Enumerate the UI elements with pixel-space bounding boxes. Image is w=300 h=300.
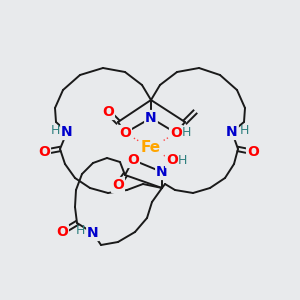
Text: N: N xyxy=(145,111,157,125)
Text: H: H xyxy=(239,124,249,137)
Text: O: O xyxy=(102,105,114,119)
Text: O: O xyxy=(127,153,139,167)
Text: O: O xyxy=(247,145,259,159)
Text: H: H xyxy=(50,124,60,137)
Text: O: O xyxy=(166,153,178,167)
Text: H: H xyxy=(177,154,187,167)
Text: N: N xyxy=(87,226,99,240)
Text: O: O xyxy=(112,178,124,192)
Text: Fe: Fe xyxy=(141,140,161,155)
Text: H: H xyxy=(181,125,191,139)
Text: N: N xyxy=(61,125,73,139)
Text: H: H xyxy=(75,224,85,238)
Text: N: N xyxy=(226,125,238,139)
Text: O: O xyxy=(38,145,50,159)
Text: O: O xyxy=(119,126,131,140)
Text: N: N xyxy=(156,165,168,179)
Text: O: O xyxy=(56,225,68,239)
Text: O: O xyxy=(170,126,182,140)
